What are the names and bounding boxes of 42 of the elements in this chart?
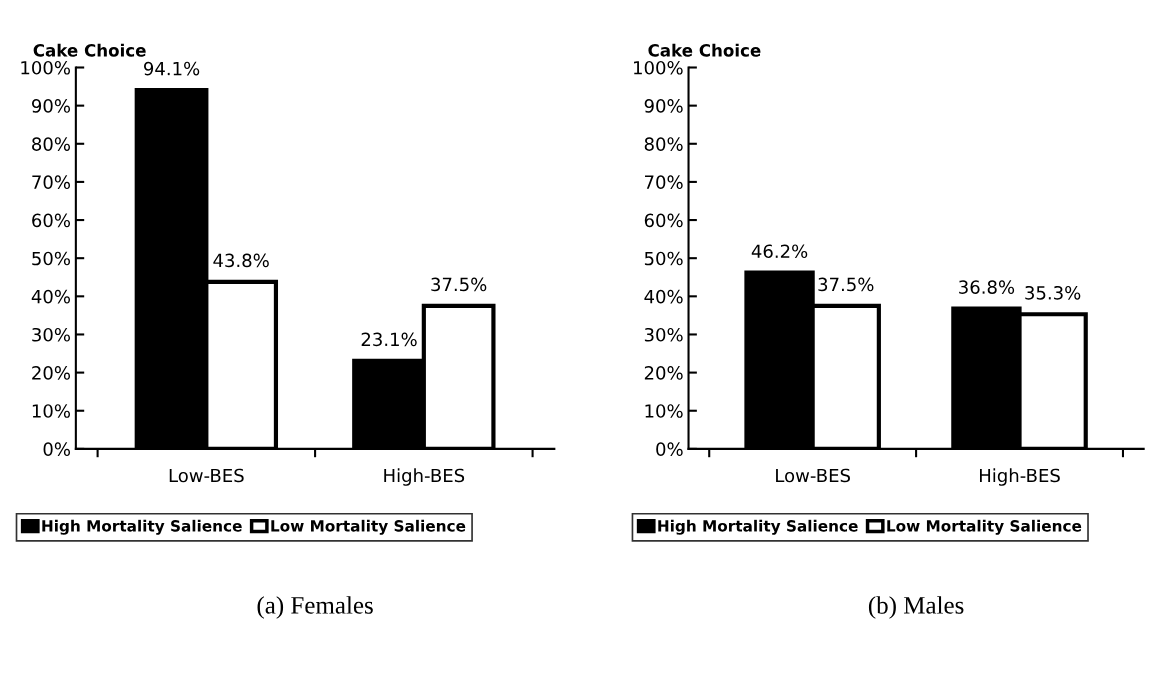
legend-label: Low Mortality Salience xyxy=(887,519,1082,535)
y-tick-label: 80% xyxy=(644,137,683,151)
legend-label: Low Mortality Salience xyxy=(271,519,466,535)
y-tick-label: 40% xyxy=(644,289,683,304)
data-label: 23.1% xyxy=(361,332,417,347)
y-tick-label: 20% xyxy=(32,366,70,380)
y-tick-label: 10% xyxy=(645,404,683,418)
y-tick-label: 90% xyxy=(32,99,70,113)
y-tick-label: 0% xyxy=(656,442,683,456)
y-tick-label: 60% xyxy=(644,213,683,228)
chart-title: Cake Choice xyxy=(648,43,761,57)
y-tick-label: 20% xyxy=(644,366,683,380)
y-tick-label: 0% xyxy=(43,442,70,456)
data-label: 37.5% xyxy=(818,277,874,292)
data-label: 46.2% xyxy=(751,244,808,259)
y-tick-label: 50% xyxy=(644,251,683,266)
x-tick-label: Low-BES xyxy=(169,468,244,483)
y-tick-label: 80% xyxy=(32,137,70,151)
legend-label: High Mortality Salience xyxy=(658,519,858,535)
text: (b) Males xyxy=(868,596,964,619)
data-label: 35.3% xyxy=(1025,285,1081,300)
y-tick-label: 100% xyxy=(21,60,70,75)
y-tick-label: 30% xyxy=(644,327,683,342)
x-tick-label: High-BES xyxy=(384,468,465,486)
data-label: 94.1% xyxy=(144,61,200,76)
x-tick-label: High-BES xyxy=(980,468,1060,486)
legend-label: High Mortality Salience xyxy=(42,519,242,535)
data-label: 37.5% xyxy=(431,277,487,292)
y-tick-label: 50% xyxy=(32,251,70,266)
text: (a) Females xyxy=(257,596,373,619)
y-tick-label: 40% xyxy=(31,289,70,304)
y-tick-label: 10% xyxy=(32,404,70,418)
y-tick-label: 90% xyxy=(644,99,683,113)
data-label: 43.8% xyxy=(213,253,269,268)
chart-title: Cake Choice xyxy=(33,43,146,57)
y-tick-label: 60% xyxy=(32,213,70,228)
x-tick-label: Low-BES xyxy=(776,468,850,483)
y-tick-label: 70% xyxy=(32,175,70,190)
data-label: 36.8% xyxy=(959,280,1015,294)
y-tick-label: 100% xyxy=(634,60,683,75)
y-tick-label: 70% xyxy=(645,175,683,190)
y-tick-label: 30% xyxy=(32,327,70,342)
